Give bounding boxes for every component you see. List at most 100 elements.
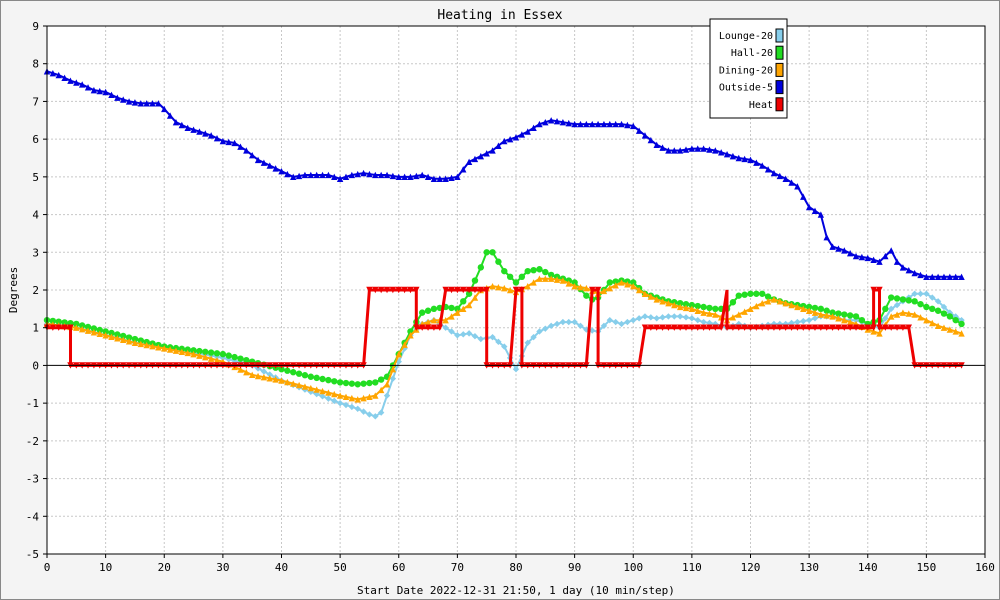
- data-point: [536, 275, 543, 282]
- data-point: [747, 156, 754, 164]
- data-point: [852, 324, 860, 331]
- data-point: [893, 324, 901, 331]
- data-point: [483, 150, 490, 157]
- data-point: [547, 271, 555, 279]
- data-point: [723, 324, 731, 331]
- data-point: [465, 286, 473, 294]
- data-point: [805, 307, 813, 314]
- legend-label: Hall-20: [731, 48, 773, 59]
- data-point: [800, 305, 807, 313]
- data-point: [366, 286, 373, 294]
- data-point: [876, 286, 883, 294]
- data-point: [78, 81, 86, 88]
- data-point: [823, 307, 830, 314]
- data-point: [460, 286, 467, 294]
- data-point: [383, 381, 391, 388]
- data-point: [776, 298, 784, 305]
- data-point: [125, 334, 133, 341]
- data-point: [465, 290, 473, 297]
- data-point: [460, 305, 467, 313]
- data-point: [647, 136, 655, 144]
- data-point: [876, 330, 883, 337]
- data-point: [770, 169, 778, 177]
- data-point: [278, 168, 285, 175]
- data-point: [331, 173, 338, 181]
- data-point: [477, 335, 485, 343]
- data-point: [489, 333, 496, 341]
- data-point: [395, 286, 402, 294]
- data-point: [512, 366, 520, 373]
- data-point: [958, 320, 965, 328]
- data-point: [383, 392, 391, 399]
- data-point: [565, 280, 572, 287]
- data-point: [776, 172, 784, 180]
- data-point: [383, 171, 391, 179]
- data-point: [747, 290, 754, 297]
- data-point: [905, 310, 912, 317]
- data-point: [477, 152, 485, 160]
- data-point: [348, 380, 356, 387]
- data-point: [342, 393, 350, 401]
- data-point: [518, 286, 526, 294]
- data-point: [811, 315, 819, 322]
- data-point: [96, 87, 103, 95]
- data-point: [501, 267, 508, 275]
- data-point: [366, 411, 373, 418]
- data-point: [659, 298, 666, 305]
- data-point: [858, 253, 866, 261]
- data-point: [571, 120, 578, 128]
- data-point: [460, 298, 467, 305]
- data-point: [114, 331, 121, 338]
- data-point: [166, 112, 174, 119]
- data-point: [55, 324, 62, 331]
- data-point: [325, 171, 332, 179]
- data-point: [448, 286, 455, 294]
- data-point: [360, 408, 367, 415]
- data-point: [682, 300, 690, 308]
- data-point: [589, 286, 596, 294]
- data-point: [700, 303, 707, 311]
- data-point: [917, 314, 924, 321]
- data-point: [835, 315, 842, 322]
- data-point: [899, 309, 907, 316]
- data-point: [665, 324, 672, 331]
- data-point: [893, 295, 901, 302]
- data-point: [876, 324, 883, 331]
- data-point: [741, 291, 748, 298]
- x-tick-label: 120: [741, 561, 761, 574]
- data-point: [325, 395, 332, 402]
- data-point: [694, 302, 701, 310]
- data-point: [366, 170, 373, 178]
- data-point: [630, 316, 637, 324]
- data-point: [430, 305, 438, 313]
- data-point: [647, 314, 655, 321]
- data-point: [460, 166, 467, 173]
- data-point: [688, 145, 696, 152]
- data-point: [589, 327, 596, 334]
- y-tick-label: 7: [32, 95, 39, 108]
- data-point: [184, 349, 191, 357]
- data-point: [196, 352, 203, 359]
- data-point: [219, 354, 227, 362]
- data-point: [929, 273, 936, 280]
- data-point: [366, 379, 373, 387]
- data-point: [90, 325, 98, 332]
- data-point: [184, 346, 191, 353]
- data-point: [882, 252, 889, 260]
- x-tick-label: 50: [334, 561, 347, 574]
- data-point: [805, 324, 813, 331]
- data-point: [454, 286, 461, 294]
- data-point: [424, 173, 432, 181]
- y-tick-label: 4: [32, 209, 39, 222]
- data-point: [694, 145, 701, 152]
- data-point: [671, 313, 678, 320]
- data-point: [542, 268, 549, 276]
- data-point: [49, 317, 57, 325]
- data-point: [565, 318, 572, 326]
- data-point: [530, 267, 537, 274]
- legend-label: Lounge-20: [719, 31, 773, 42]
- data-point: [237, 355, 244, 362]
- data-point: [846, 250, 854, 257]
- data-point: [706, 324, 713, 331]
- data-point: [348, 171, 356, 179]
